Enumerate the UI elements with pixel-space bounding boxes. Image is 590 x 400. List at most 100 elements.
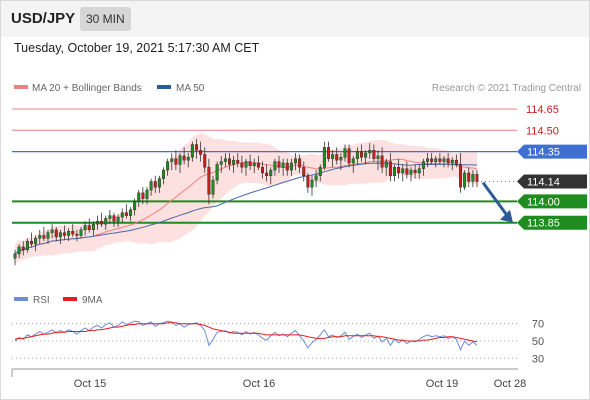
candle-body <box>463 172 467 188</box>
candle-body <box>269 169 273 176</box>
candle-body <box>63 232 66 236</box>
support-tag <box>517 194 587 209</box>
candle-body <box>240 162 244 168</box>
candle-body <box>368 149 372 154</box>
candle-body <box>248 161 252 167</box>
candle-body <box>100 221 104 225</box>
candle-body <box>417 168 421 174</box>
candle-body <box>244 161 248 168</box>
candle-body <box>454 159 458 165</box>
candle-body <box>129 209 132 216</box>
candle-body <box>339 157 343 161</box>
candle-body <box>162 169 165 179</box>
candle-body <box>430 158 434 162</box>
candle-body <box>314 175 318 181</box>
candle-body <box>13 253 17 259</box>
candle-body <box>310 179 314 188</box>
candle-body <box>46 232 50 239</box>
candle-body <box>335 154 339 161</box>
candle-body <box>54 229 58 238</box>
candle-body <box>413 169 417 174</box>
candle-body <box>405 168 409 175</box>
candle-body <box>434 158 438 162</box>
candle-body <box>388 161 392 176</box>
rsi-line <box>14 320 478 351</box>
resistance-label: 114.65 <box>526 104 559 116</box>
candle-body <box>236 159 240 164</box>
support-label: 114.00 <box>527 196 560 208</box>
candle-body <box>91 223 95 231</box>
candle-body <box>17 246 21 255</box>
candle-body <box>372 149 376 159</box>
candle-body <box>108 215 112 219</box>
candle-body <box>75 233 79 236</box>
candle-body <box>471 174 475 182</box>
rsi-panel: 70 50 30 <box>12 319 544 365</box>
forecast-arrow-head <box>500 209 513 223</box>
candle-body <box>380 155 384 168</box>
bollinger-band <box>15 133 477 264</box>
last-price-label: 114.14 <box>527 176 560 188</box>
rsi-ma-legend-swatch <box>63 297 77 301</box>
candle-body <box>360 151 363 158</box>
pivot-tag <box>517 144 587 159</box>
candle-body <box>174 158 178 165</box>
x-tick-label: Oct 19 <box>426 378 458 390</box>
candle-body <box>384 161 388 168</box>
candle-body <box>322 147 326 168</box>
candle-body <box>347 148 351 164</box>
candle-body <box>450 159 454 164</box>
candle-body <box>409 169 413 175</box>
candle-body <box>289 162 293 171</box>
rsi-ma-legend-label: 9MA <box>82 295 103 306</box>
candle-body <box>25 240 29 250</box>
candle-body <box>87 225 91 231</box>
candle-body <box>145 189 149 199</box>
candle-body <box>79 229 83 236</box>
candle-body <box>215 164 219 181</box>
price-panel: 114.65 114.50 114.35 114.14 114.00 113.85 <box>12 104 587 266</box>
rsi-level-label: 30 <box>532 353 544 365</box>
candle-body <box>294 158 297 164</box>
candle-body <box>343 148 347 158</box>
interval-button[interactable]: 30 MIN <box>80 7 131 31</box>
candle-body <box>306 175 310 188</box>
candle-body <box>182 155 186 161</box>
candle-body <box>467 172 471 182</box>
candle-body <box>351 158 355 164</box>
header-bar: USD/JPY 30 MIN <box>1 1 589 37</box>
x-tick-label: Oct 15 <box>74 378 106 390</box>
candle-body <box>153 181 157 188</box>
candle-body <box>401 168 405 174</box>
pivot-label: 114.35 <box>527 147 560 159</box>
candle-body <box>195 144 198 151</box>
candle-body <box>397 167 401 174</box>
candle-body <box>281 162 285 168</box>
rsi-ma-line <box>14 322 478 343</box>
candle-body <box>71 231 75 235</box>
credit-text: Research © 2021 Trading Central <box>432 83 581 94</box>
support-label: 113.85 <box>527 218 560 230</box>
forecast-arrow-shaft <box>481 181 510 218</box>
resistance-label: 114.50 <box>526 125 559 137</box>
candle-body <box>190 144 194 158</box>
rsi-level-label: 70 <box>532 319 544 331</box>
candle-body <box>149 181 153 191</box>
candle-body <box>30 240 33 245</box>
candle-body <box>273 161 277 171</box>
candle-body <box>96 221 99 225</box>
candle-body <box>207 167 211 195</box>
ma20-legend-label: MA 20 + Bollinger Bands <box>32 83 142 94</box>
timestamp: Tuesday, October 19, 2021 5:17:30 AM CET <box>14 41 260 55</box>
candle-body <box>186 157 190 161</box>
ma50-legend-swatch <box>157 85 171 89</box>
candle-body <box>364 152 368 158</box>
ma50-line <box>14 162 478 255</box>
candle-body <box>170 158 174 162</box>
candle-body <box>298 158 302 168</box>
candle-body <box>318 167 322 176</box>
candle-body <box>327 147 330 159</box>
support-tag <box>517 215 587 230</box>
